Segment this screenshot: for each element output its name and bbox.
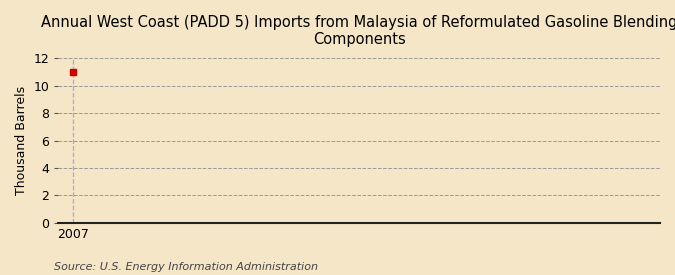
Text: Source: U.S. Energy Information Administration: Source: U.S. Energy Information Administ… [54, 262, 318, 272]
Y-axis label: Thousand Barrels: Thousand Barrels [15, 86, 28, 195]
Title: Annual West Coast (PADD 5) Imports from Malaysia of Reformulated Gasoline Blendi: Annual West Coast (PADD 5) Imports from … [41, 15, 675, 47]
